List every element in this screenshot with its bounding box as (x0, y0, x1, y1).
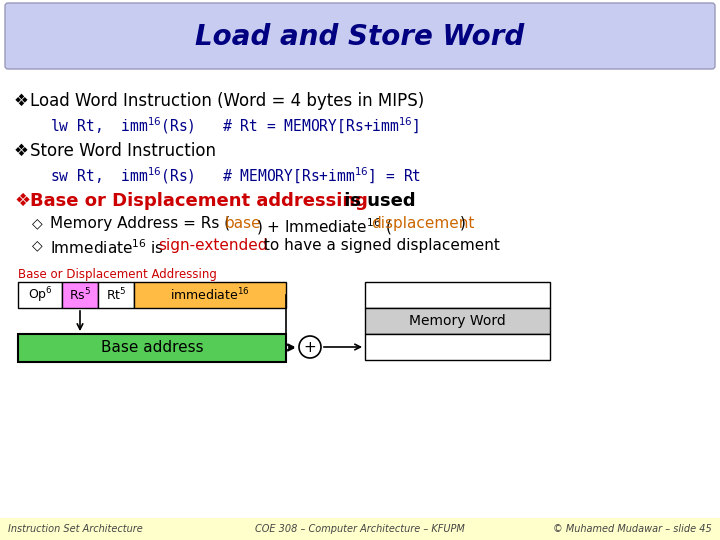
Text: Rt$^5$: Rt$^5$ (106, 287, 126, 303)
Text: Base or Displacement Addressing: Base or Displacement Addressing (18, 268, 217, 281)
Text: Memory Word: Memory Word (409, 314, 506, 328)
Text: displacement: displacement (371, 216, 474, 231)
Text: Immediate$^{16}$ is: Immediate$^{16}$ is (50, 238, 165, 256)
Bar (18, 282, 62, 308)
Bar (365, 282, 550, 308)
Text: Instruction Set Architecture: Instruction Set Architecture (8, 524, 143, 534)
Bar (18, 334, 286, 362)
Text: ◇: ◇ (32, 238, 42, 252)
Bar (62, 282, 98, 308)
Text: Rs$^5$: Rs$^5$ (69, 287, 91, 303)
Text: Op$^6$: Op$^6$ (27, 285, 53, 305)
Text: immediate$^{16}$: immediate$^{16}$ (170, 287, 250, 303)
Text: ): ) (460, 216, 466, 231)
Bar (365, 308, 550, 334)
Text: sign-extended: sign-extended (158, 238, 268, 253)
Text: Base or Displacement addressing: Base or Displacement addressing (30, 192, 368, 210)
Text: Load and Store Word: Load and Store Word (195, 23, 525, 51)
Text: Base address: Base address (101, 341, 203, 355)
Bar (0, 518, 720, 540)
Text: Memory Address = Rs (: Memory Address = Rs ( (50, 216, 230, 231)
Text: Store Word Instruction: Store Word Instruction (30, 142, 216, 160)
Text: is used: is used (338, 192, 415, 210)
Text: sw Rt,  imm$^{16}$(Rs)   # MEMORY[Rs+imm$^{16}$] = Rt: sw Rt, imm$^{16}$(Rs) # MEMORY[Rs+imm$^{… (50, 165, 421, 186)
Text: ) + Immediate$^{16}$ (: ) + Immediate$^{16}$ ( (256, 216, 392, 237)
Text: ◇: ◇ (32, 216, 42, 230)
Text: lw Rt,  imm$^{16}$(Rs)   # Rt = MEMORY[Rs+imm$^{16}$]: lw Rt, imm$^{16}$(Rs) # Rt = MEMORY[Rs+i… (50, 115, 419, 136)
Bar (98, 282, 134, 308)
Text: © Muhamed Mudawar – slide 45: © Muhamed Mudawar – slide 45 (553, 524, 712, 534)
Circle shape (299, 336, 321, 358)
Text: ❖: ❖ (14, 142, 29, 160)
Text: ❖: ❖ (14, 192, 30, 210)
Text: +: + (304, 340, 316, 354)
Text: COE 308 – Computer Architecture – KFUPM: COE 308 – Computer Architecture – KFUPM (255, 524, 465, 534)
Bar (365, 334, 550, 360)
Text: Load Word Instruction (Word = 4 bytes in MIPS): Load Word Instruction (Word = 4 bytes in… (30, 92, 424, 110)
Text: to have a signed displacement: to have a signed displacement (259, 238, 500, 253)
Text: ❖: ❖ (14, 92, 29, 110)
FancyBboxPatch shape (5, 3, 715, 69)
Bar (134, 282, 286, 308)
Text: base: base (225, 216, 261, 231)
